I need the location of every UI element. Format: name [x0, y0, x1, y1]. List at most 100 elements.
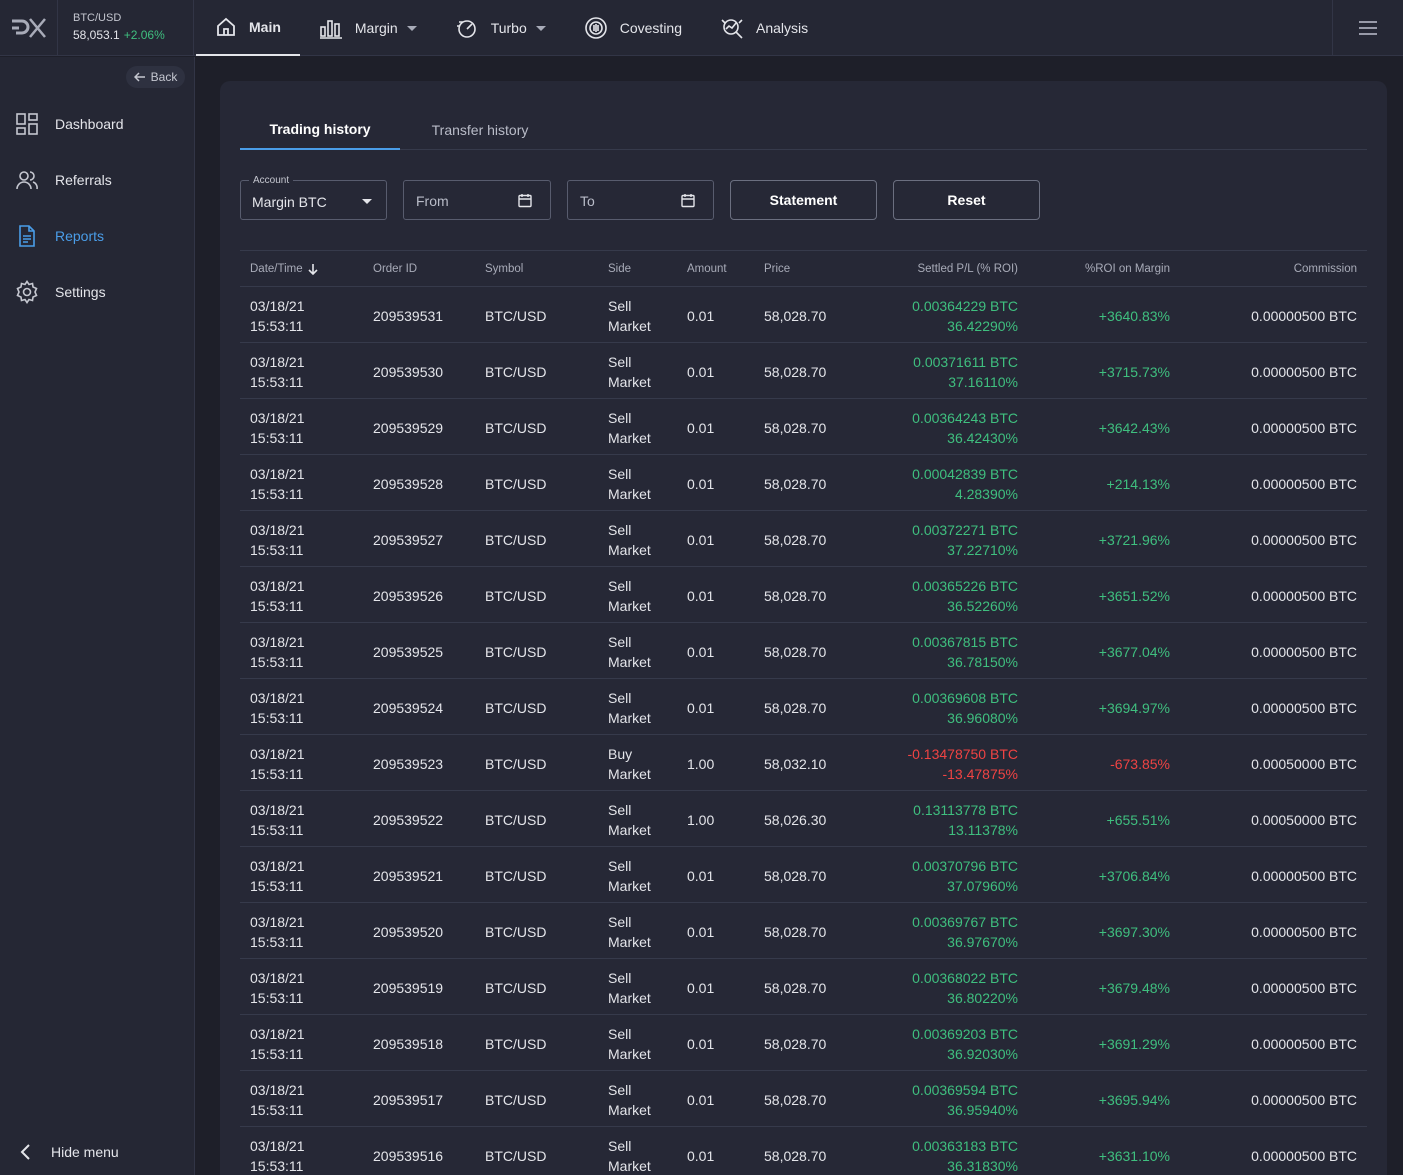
nav-covesting[interactable]: Covesting — [565, 0, 701, 56]
table-row[interactable]: 03/18/21 15:53:11 209539522 BTC/USD Sell Mark… — [240, 791, 1367, 847]
cell-symbol: BTC/USD — [485, 810, 546, 830]
nav-main-label: Main — [249, 19, 281, 35]
cell-settled-pl: 0.00364229 BTC 36.42290% — [912, 296, 1018, 336]
report-tabs: Trading history Transfer history — [240, 109, 1367, 150]
tab-transfer-history[interactable]: Transfer history — [400, 109, 560, 150]
cell-datetime-line: 03/18/21 — [250, 466, 305, 482]
cell-price: 58,028.70 — [764, 1090, 826, 1110]
table-row[interactable]: 03/18/21 15:53:11 209539517 BTC/USD Sell Mark… — [240, 1071, 1367, 1127]
cell-side-line: Sell — [608, 914, 632, 930]
cell-amount-line: 0.01 — [687, 476, 715, 492]
sidebar-item-label: Reports — [55, 228, 105, 244]
cell-price-line: 58,028.70 — [764, 532, 827, 548]
cell-symbol: BTC/USD — [485, 922, 546, 942]
table-row[interactable]: 03/18/21 15:53:11 209539516 BTC/USD Sell Mark… — [240, 1127, 1367, 1175]
nav-analysis[interactable]: Analysis — [701, 0, 827, 56]
cell-symbol: BTC/USD — [485, 474, 546, 494]
statement-button[interactable]: Statement — [730, 180, 877, 220]
table-row[interactable]: 03/18/21 15:53:11 209539531 BTC/USD Sell Mark… — [240, 287, 1367, 343]
cell-order-id: 209539517 — [373, 1090, 443, 1110]
table-row[interactable]: 03/18/21 15:53:11 209539530 BTC/USD Sell Mark… — [240, 343, 1367, 399]
logo[interactable] — [0, 0, 58, 56]
cell-price: 58,028.70 — [764, 474, 826, 494]
cell-commission-line: 0.00000500 BTC — [1251, 532, 1357, 548]
back-button[interactable]: Back — [126, 66, 185, 88]
table-row[interactable]: 03/18/21 15:53:11 209539521 BTC/USD Sell Mark… — [240, 847, 1367, 903]
cell-roi: +3691.29% — [1099, 1034, 1170, 1054]
analysis-icon — [721, 19, 743, 39]
table-row[interactable]: 03/18/21 15:53:11 209539526 BTC/USD Sell Mark… — [240, 567, 1367, 623]
cell-roi-line: +3642.43% — [1098, 420, 1170, 436]
cell-settled-pl: 0.13113778 BTC 13.11378% — [913, 800, 1018, 840]
account-select[interactable]: Account Margin BTC — [240, 175, 387, 220]
tab-transfer-label: Transfer history — [431, 121, 529, 138]
cell-side: Sell Market — [608, 632, 651, 672]
table-row[interactable]: 03/18/21 15:53:11 209539528 BTC/USD Sell Mark… — [240, 455, 1367, 511]
users-icon — [16, 171, 38, 190]
cell-settled-pl-line: 13.11378% — [948, 822, 1018, 838]
header-roi: %ROI on Margin — [1084, 263, 1170, 275]
cell-settled-pl-line: 36.42290% — [947, 318, 1018, 334]
cell-amount: 1.00 — [687, 754, 714, 774]
hamburger-menu-button[interactable] — [1332, 0, 1403, 56]
table-row[interactable]: 03/18/21 15:53:11 209539524 BTC/USD Sell Mark… — [240, 679, 1367, 735]
cell-order-id: 209539526 — [373, 586, 443, 606]
cell-amount-line: 1.00 — [687, 812, 715, 828]
cell-side-line: Market — [608, 1046, 651, 1062]
cell-amount: 0.01 — [687, 362, 714, 382]
cell-side-line: Market — [608, 374, 651, 390]
cell-amount: 0.01 — [687, 418, 714, 438]
sidebar-item-reports[interactable]: Reports — [0, 216, 194, 256]
cell-order-id: 209539521 — [373, 866, 443, 886]
cell-symbol-line: BTC/USD — [485, 588, 547, 604]
cell-symbol-line: BTC/USD — [485, 308, 547, 324]
cell-datetime-line: 03/18/21 — [250, 578, 305, 594]
table-row[interactable]: 03/18/21 15:53:11 209539527 BTC/USD Sell Mark… — [240, 511, 1367, 567]
cell-datetime-line: 15:53:11 — [250, 654, 304, 670]
cell-amount-line: 0.01 — [687, 1092, 715, 1108]
sidebar-item-settings[interactable]: Settings — [0, 272, 194, 312]
cell-datetime-line: 15:53:11 — [250, 430, 304, 446]
reset-button[interactable]: Reset — [893, 180, 1040, 220]
table-row[interactable]: 03/18/21 15:53:11 209539518 BTC/USD Sell Mark… — [240, 1015, 1367, 1071]
dropdown-arrow-icon — [362, 199, 372, 204]
table-row[interactable]: 03/18/21 15:53:11 209539520 BTC/USD Sell Mark… — [240, 903, 1367, 959]
cell-datetime: 03/18/21 15:53:11 — [250, 632, 305, 672]
cell-datetime: 03/18/21 15:53:11 — [250, 464, 305, 504]
cell-symbol-line: BTC/USD — [485, 644, 547, 660]
main-nav: Main Margin Turbo Covesting Analysis — [196, 0, 827, 56]
cell-roi-line: +3691.29% — [1098, 1036, 1170, 1052]
cell-settled-pl-line: 0.00371611 BTC — [913, 354, 1018, 370]
cell-symbol: BTC/USD — [485, 1090, 546, 1110]
cell-order-id-line: 209539521 — [373, 868, 444, 884]
cell-roi-line: +655.51% — [1106, 812, 1170, 828]
sidebar-item-dashboard[interactable]: Dashboard — [0, 104, 194, 144]
cell-commission: 0.00000500 BTC — [1251, 306, 1357, 326]
cell-commission-line: 0.00000500 BTC — [1251, 364, 1357, 380]
cell-datetime-line: 15:53:11 — [250, 934, 304, 950]
nav-turbo[interactable]: Turbo — [436, 0, 565, 56]
cell-symbol-line: BTC/USD — [485, 364, 547, 380]
table-row[interactable]: 03/18/21 15:53:11 209539523 BTC/USD Buy Marke… — [240, 735, 1367, 791]
cell-settled-pl-line: -13.47875% — [942, 766, 1018, 782]
hide-menu-button[interactable]: Hide menu — [0, 1132, 194, 1172]
cell-settled-pl-line: 0.00372271 BTC — [912, 522, 1018, 538]
table-row[interactable]: 03/18/21 15:53:11 209539525 BTC/USD Sell Mark… — [240, 623, 1367, 679]
cell-settled-pl-line: 36.78150% — [947, 654, 1018, 670]
nav-main[interactable]: Main — [196, 0, 300, 56]
cell-symbol: BTC/USD — [485, 306, 546, 326]
cell-settled-pl-line: 0.00367815 BTC — [912, 634, 1018, 650]
header-datetime[interactable]: Date/Time — [250, 263, 319, 276]
cell-symbol: BTC/USD — [485, 586, 546, 606]
tab-trading-history[interactable]: Trading history — [240, 109, 400, 150]
from-date-field[interactable]: From — [403, 180, 551, 220]
cell-price: 58,028.70 — [764, 1034, 826, 1054]
ticker[interactable]: BTC/USD 58,053.1 +2.06% — [58, 0, 194, 56]
header-symbol: Symbol — [485, 263, 524, 275]
table-row[interactable]: 03/18/21 15:53:11 209539519 BTC/USD Sell Mark… — [240, 959, 1367, 1015]
table-row[interactable]: 03/18/21 15:53:11 209539529 BTC/USD Sell Mark… — [240, 399, 1367, 455]
nav-margin[interactable]: Margin — [300, 0, 436, 56]
to-date-field[interactable]: To — [567, 180, 714, 220]
cell-settled-pl-line: 0.00364229 BTC — [912, 298, 1018, 314]
sidebar-item-referrals[interactable]: Referrals — [0, 160, 194, 200]
